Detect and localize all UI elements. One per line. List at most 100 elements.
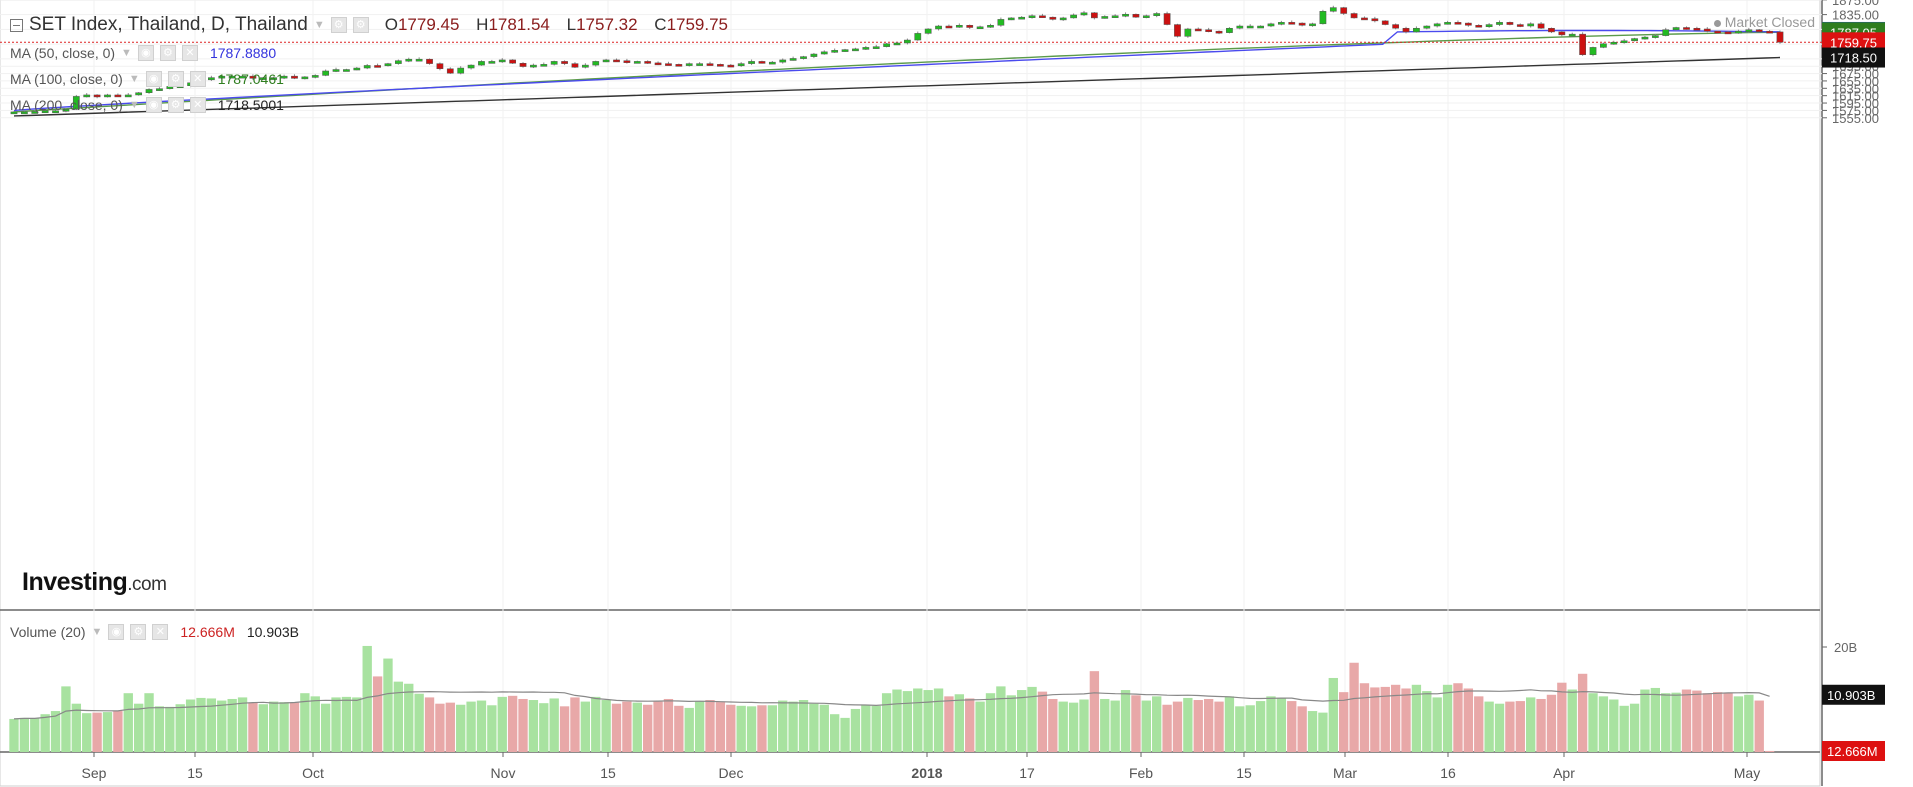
x-tick-label: Nov: [491, 765, 516, 781]
volume-bar: [1287, 701, 1297, 752]
volume-bar: [580, 701, 591, 752]
candle-down: [114, 94, 122, 98]
volume-bar: [726, 704, 736, 752]
settings-icon[interactable]: ⚙: [167, 97, 184, 113]
candle-down: [1766, 30, 1773, 34]
volume-bar: [1131, 695, 1141, 752]
candle-up: [1018, 16, 1026, 20]
chevron-down-icon[interactable]: ▼: [121, 47, 132, 59]
y-tick-label: 1555.00: [1832, 111, 1879, 126]
candle-up: [301, 76, 309, 80]
volume-bar: [1214, 701, 1224, 752]
volume-bar: [954, 694, 965, 752]
candle-up: [768, 61, 776, 65]
candle-up: [41, 110, 49, 114]
chart-title-row: SET Index, Thailand, D, Thailand ▼ ⚙ ⚙ O1…: [10, 12, 740, 38]
volume-bar: [1401, 688, 1411, 752]
volume-bar: [757, 705, 767, 752]
candle-down: [1755, 29, 1763, 32]
volume-bar: [1068, 702, 1079, 752]
candle-down: [93, 94, 101, 98]
volume-bar: [1359, 683, 1370, 752]
candle-up: [955, 25, 963, 28]
visibility-icon[interactable]: ◉: [145, 71, 162, 87]
volume-legend[interactable]: Volume (20) ▼ ◉ ⚙ ✕ 12.666M 10.903B: [10, 622, 299, 642]
volume-bar: [1442, 684, 1453, 752]
volume-bar: [1162, 704, 1172, 752]
y-tick-label: 1635.00: [1832, 81, 1879, 96]
candle-up: [259, 77, 267, 80]
candle-up: [322, 70, 330, 76]
open-value: 1779.45: [397, 15, 460, 34]
x-tick-label: 15: [1236, 765, 1252, 781]
settings-icon[interactable]: ⚙: [330, 17, 347, 33]
candle-up: [1745, 29, 1753, 32]
chevron-down-icon[interactable]: ▼: [128, 73, 140, 85]
candle-up: [62, 109, 70, 112]
volume-bar: [113, 711, 123, 752]
visibility-icon[interactable]: ◉: [145, 97, 162, 113]
volume-bar: [1422, 691, 1432, 752]
close-icon[interactable]: ✕: [181, 45, 198, 61]
candle-up: [394, 60, 402, 64]
volume-bar: [1650, 687, 1661, 752]
chevron-down-icon[interactable]: ▼: [128, 99, 140, 111]
volume-bar: [746, 706, 757, 752]
chevron-down-icon[interactable]: ▼: [313, 19, 325, 31]
close-icon[interactable]: ✕: [152, 624, 169, 640]
volume-bar: [154, 706, 165, 752]
volume-bar: [923, 690, 933, 752]
candle-up: [1485, 24, 1493, 28]
indicator-ma200[interactable]: MA (200, close, 0) ▼ ◉ ⚙ ✕ 1718.5001: [10, 95, 284, 115]
volume-bar: [1661, 693, 1671, 752]
volume-bar: [653, 701, 663, 752]
close-icon[interactable]: ✕: [189, 97, 206, 113]
candle-up: [156, 88, 163, 91]
volume-bar: [1276, 698, 1287, 752]
settings-icon[interactable]: ⚙: [159, 45, 176, 61]
indicator-ma100[interactable]: MA (100, close, 0) ▼ ◉ ⚙ ✕ 1787.0461: [10, 69, 284, 89]
candle-up: [343, 69, 350, 72]
candle-up: [1413, 27, 1420, 33]
settings-icon[interactable]: ⚙: [167, 71, 184, 87]
candle-up: [1444, 22, 1451, 25]
candle-up: [883, 43, 890, 47]
indicator-label: MA (100, close, 0): [10, 71, 123, 87]
collapse-icon[interactable]: [10, 18, 23, 32]
candle-up: [737, 63, 745, 67]
candle-up: [1184, 28, 1192, 37]
candle-down: [1454, 22, 1462, 25]
symbol-title[interactable]: SET Index, Thailand, D, Thailand: [29, 14, 308, 35]
gear-icon[interactable]: ⚙: [352, 17, 369, 33]
volume-bar: [829, 714, 840, 752]
visibility-icon[interactable]: ◉: [108, 624, 125, 640]
y-tick-label: 1655.00: [1832, 74, 1879, 89]
volume-bar: [1079, 699, 1089, 752]
volume-bar: [985, 693, 996, 752]
volume-bar: [237, 697, 248, 752]
volume-bar: [1235, 706, 1245, 752]
market-status-text: Market Closed: [1724, 14, 1815, 30]
settings-icon[interactable]: ⚙: [130, 624, 147, 640]
chevron-down-icon[interactable]: ▼: [91, 626, 103, 638]
volume-bar: [393, 681, 404, 752]
visibility-icon[interactable]: ◉: [137, 45, 154, 61]
candle-up: [810, 53, 818, 57]
candle-down: [1163, 13, 1171, 25]
candle-up: [1600, 43, 1607, 48]
volume-bar: [1089, 671, 1100, 752]
volume-tick-label: 20B: [1834, 640, 1857, 655]
candle-up: [239, 75, 246, 79]
volume-bar: [1733, 696, 1744, 752]
close-icon[interactable]: ✕: [189, 71, 206, 87]
volume-bar: [352, 697, 362, 752]
volume-bar: [892, 689, 902, 752]
candle-up: [1122, 13, 1129, 17]
volume-bar: [1380, 686, 1390, 752]
candle-up: [384, 63, 392, 67]
volume-bar: [123, 693, 133, 752]
candle-down: [1288, 22, 1296, 25]
indicator-ma50[interactable]: MA (50, close, 0) ▼ ◉ ⚙ ✕ 1787.8880: [10, 43, 276, 63]
candle-down: [1714, 30, 1722, 34]
